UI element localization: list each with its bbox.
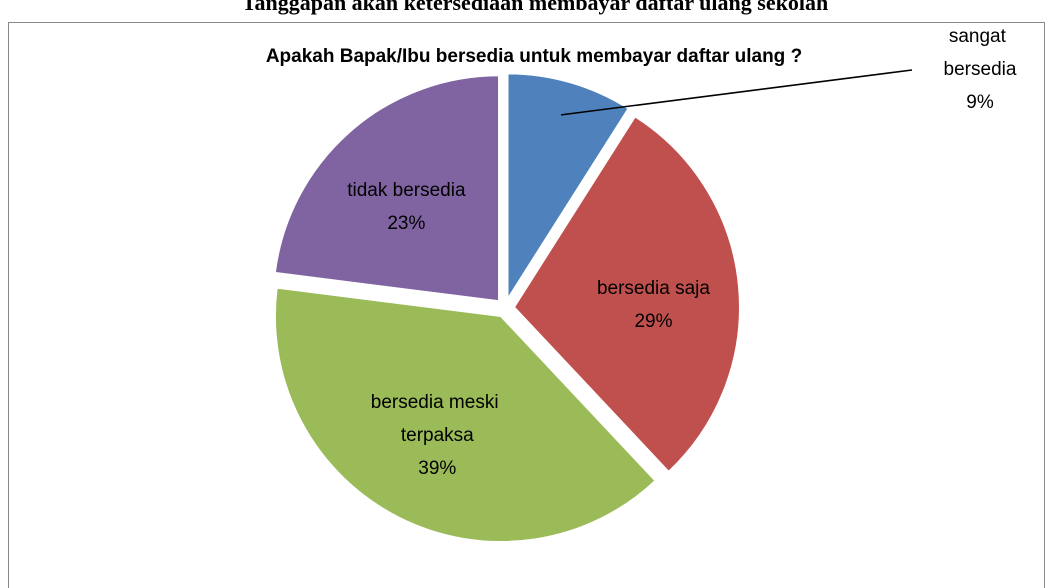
pie-slice: [273, 74, 501, 303]
pie-slice: [273, 286, 658, 544]
slice-label: tidak bersedia: [347, 180, 466, 201]
slice-value-label: 23%: [387, 213, 425, 234]
page-title: Tanggapan akan ketersediaan membayar daf…: [242, 0, 828, 15]
pie-slice: [506, 72, 630, 303]
leader-line: [561, 69, 913, 116]
chart-title: Apakah Bapak/Ibu bersedia untuk membayar…: [266, 46, 802, 67]
slice-label: sangat bersedia: [944, 26, 1017, 80]
slice-value-label: 29%: [634, 311, 672, 332]
slice-label: bersedia saja: [597, 278, 710, 299]
slice-value-label: 39%: [418, 458, 456, 479]
slice-label: bersedia meski terpaksa: [371, 392, 504, 446]
pie-slice: [512, 114, 741, 474]
slice-value-label: 9%: [966, 92, 994, 113]
